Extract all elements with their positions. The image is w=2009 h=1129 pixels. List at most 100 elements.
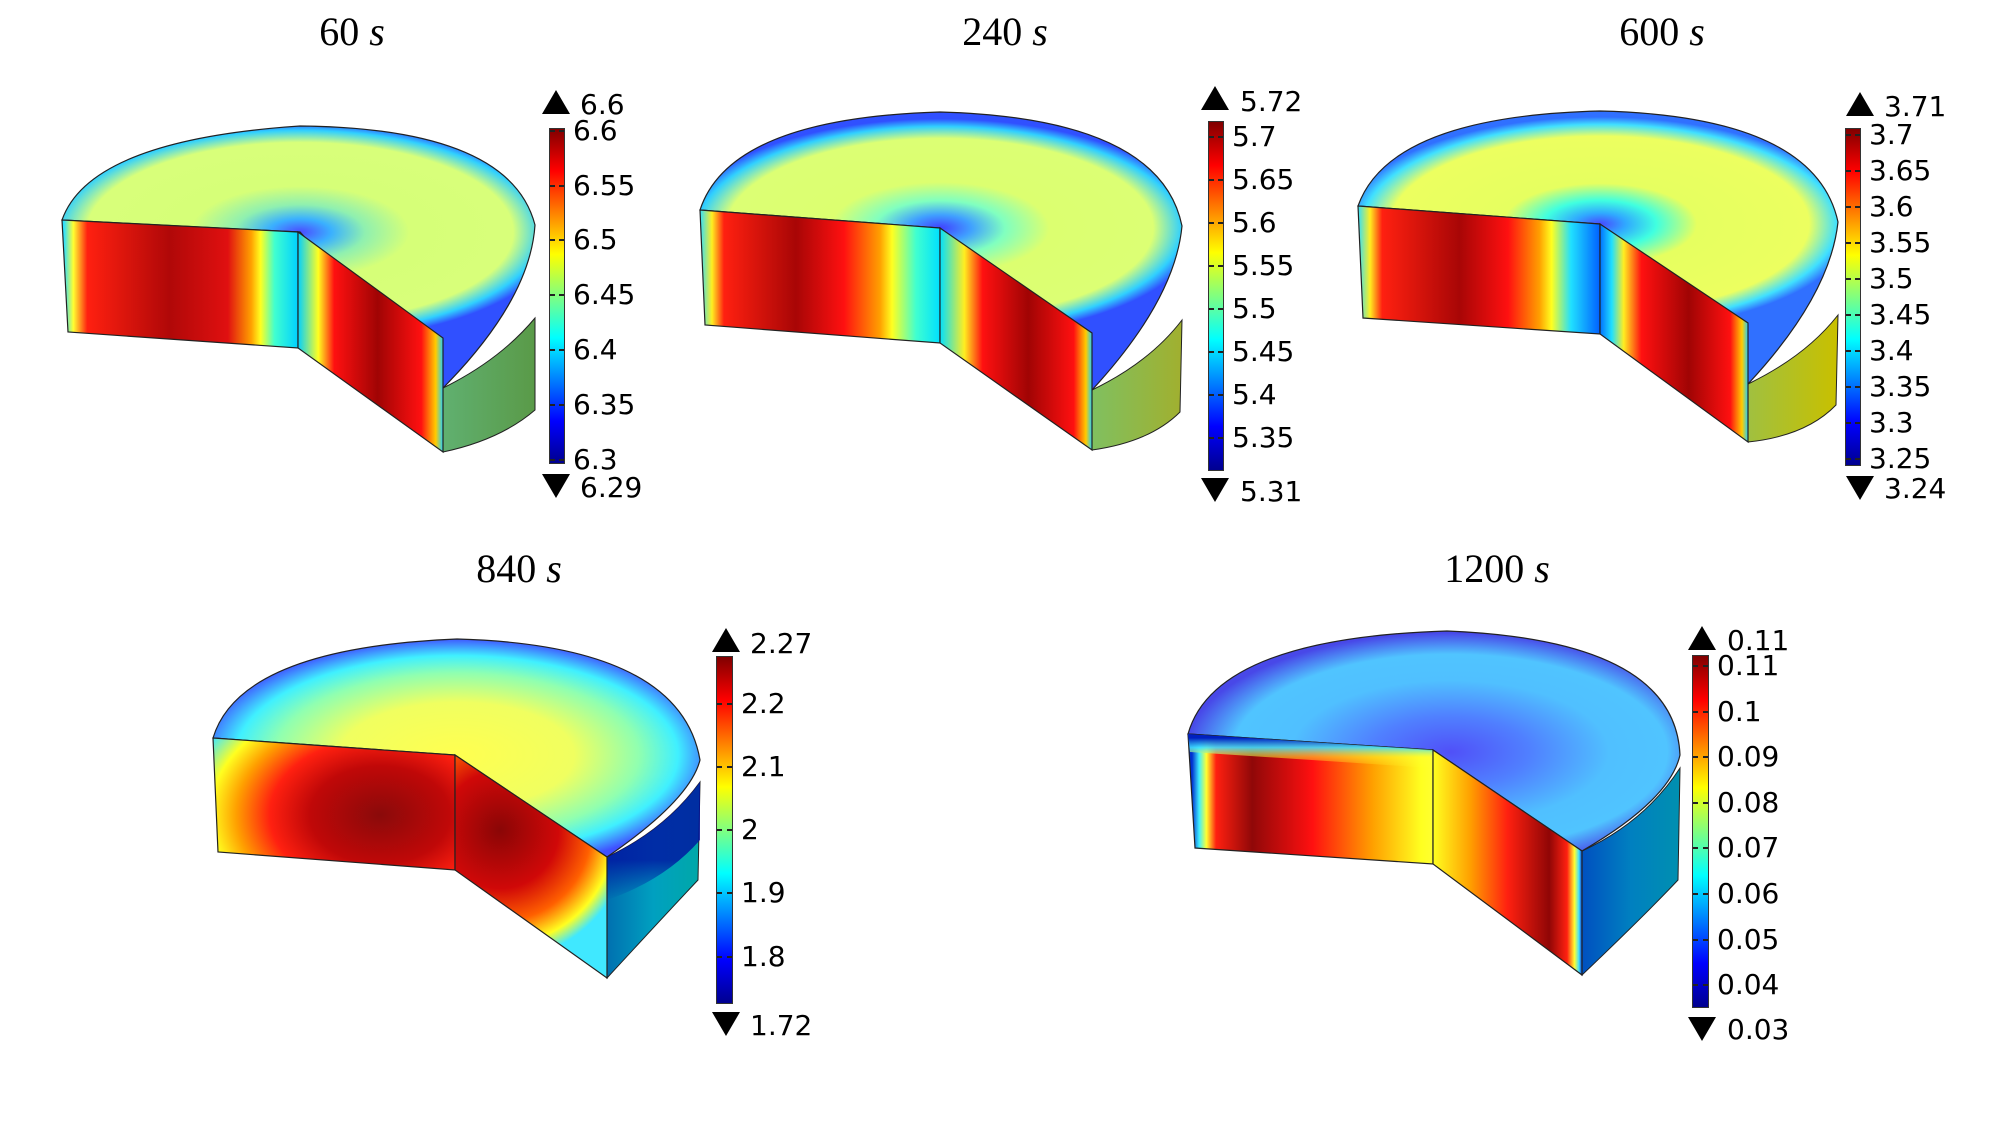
- colorbar-min-label: 3.24: [1884, 472, 1947, 505]
- panel-title: 240 s: [962, 8, 1048, 55]
- colorbar-tick-mark: [1846, 242, 1851, 244]
- colorbar-tick-label: 3.55: [1869, 226, 1932, 259]
- colorbar-tick-label: 6.6: [573, 114, 618, 147]
- title-time-unit: s: [1534, 546, 1550, 591]
- colorbar-tick-mark: [1209, 437, 1214, 439]
- colorbar-min-label: 6.29: [580, 471, 643, 504]
- title-time-unit: s: [1689, 9, 1705, 54]
- colorbar-tick-label: 6.3: [573, 443, 618, 476]
- colorbar-tick-label: 1.9: [741, 876, 786, 909]
- colorbar-max-label: 3.71: [1884, 90, 1947, 123]
- colorbar-tick-mark: [727, 766, 732, 768]
- colorbar-tick-mark: [717, 956, 722, 958]
- colorbar-tick-mark: [1693, 847, 1698, 849]
- colorbar-tick-label: 0.08: [1717, 786, 1780, 819]
- panel-title: 840 s: [476, 545, 562, 592]
- colorbar-tick-label: 5.6: [1232, 206, 1277, 239]
- min-overflow-arrow-icon: [542, 474, 570, 498]
- colorbar-tick-label: 0.05: [1717, 923, 1780, 956]
- title-time-unit: s: [1032, 9, 1048, 54]
- colorbar-tick-mark: [1703, 711, 1708, 713]
- colorbar-tick-mark: [1855, 458, 1860, 460]
- colorbar-tick-mark: [727, 703, 732, 705]
- colorbar-tick-label: 2: [741, 813, 759, 846]
- colorbar-tick-label: 6.45: [573, 278, 636, 311]
- colorbar-tick-mark: [1693, 665, 1698, 667]
- colorbar-tick-label: 3.65: [1869, 154, 1932, 187]
- colorbar-tick-label: 3.45: [1869, 298, 1932, 331]
- colorbar-tick-mark: [1703, 939, 1708, 941]
- colorbar-max-label: 0.11: [1727, 624, 1790, 657]
- colorbar: [549, 128, 565, 464]
- min-overflow-arrow-icon: [1201, 478, 1229, 502]
- colorbar-tick-mark: [559, 239, 564, 241]
- colorbar-tick-mark: [1703, 984, 1708, 986]
- max-overflow-arrow-icon: [1201, 86, 1229, 110]
- colorbar: [716, 656, 733, 1004]
- colorbar: [1692, 655, 1709, 1008]
- colorbar-tick-mark: [1209, 394, 1214, 396]
- colorbar-tick-label: 0.09: [1717, 740, 1780, 773]
- colorbar-tick-label: 3.25: [1869, 442, 1932, 475]
- colorbar-tick-mark: [1846, 422, 1851, 424]
- colorbar-tick-mark: [550, 404, 555, 406]
- colorbar-tick-mark: [727, 956, 732, 958]
- colorbar-tick-mark: [1209, 308, 1214, 310]
- colorbar-tick-label: 2.2: [741, 687, 786, 720]
- title-time-unit: s: [369, 9, 385, 54]
- colorbar-tick-label: 3.3: [1869, 406, 1914, 439]
- colorbar-tick-mark: [1218, 265, 1223, 267]
- colorbar-tick-mark: [1703, 665, 1708, 667]
- panel-title: 1200 s: [1444, 545, 1550, 592]
- colorbar-tick-mark: [550, 185, 555, 187]
- colorbar-tick-mark: [1693, 802, 1698, 804]
- colorbar-tick-mark: [1846, 458, 1851, 460]
- colorbar-tick-label: 0.07: [1717, 831, 1780, 864]
- colorbar-tick-mark: [1218, 179, 1223, 181]
- panel-title: 60 s: [319, 8, 385, 55]
- colorbar-max-label: 5.72: [1240, 85, 1303, 118]
- colorbar-tick-mark: [1855, 350, 1860, 352]
- colorbar-tick-label: 2.1: [741, 750, 786, 783]
- colorbar-tick-mark: [1855, 242, 1860, 244]
- colorbar-tick-mark: [1855, 386, 1860, 388]
- colorbar-tick-mark: [1846, 134, 1851, 136]
- colorbar-tick-label: 6.5: [573, 223, 618, 256]
- colorbar-tick-mark: [559, 459, 564, 461]
- colorbar-tick-mark: [1846, 278, 1851, 280]
- colorbar-tick-label: 5.45: [1232, 335, 1295, 368]
- colorbar-tick-label: 6.55: [573, 169, 636, 202]
- colorbar-tick-mark: [1693, 711, 1698, 713]
- min-overflow-arrow-icon: [1846, 476, 1874, 500]
- colorbar-tick-mark: [1693, 893, 1698, 895]
- colorbar-max-label: 6.6: [580, 88, 625, 121]
- colorbar-max-label: 2.27: [750, 627, 813, 660]
- colorbar-tick-mark: [559, 130, 564, 132]
- colorbar-tick-mark: [550, 239, 555, 241]
- colorbar-tick-mark: [559, 349, 564, 351]
- colorbar-tick-label: 3.4: [1869, 334, 1914, 367]
- colorbar-tick-label: 3.5: [1869, 262, 1914, 295]
- colorbar-tick-label: 3.7: [1869, 118, 1914, 151]
- colorbar: [1845, 128, 1861, 466]
- colorbar-tick-label: 6.4: [573, 333, 618, 366]
- title-time-unit: s: [546, 546, 562, 591]
- max-overflow-arrow-icon: [542, 90, 570, 114]
- colorbar-tick-label: 5.5: [1232, 292, 1277, 325]
- colorbar-tick-mark: [1855, 206, 1860, 208]
- colorbar-min-label: 5.31: [1240, 475, 1303, 508]
- title-time-value: 600: [1619, 9, 1680, 54]
- panel-title: 600 s: [1619, 8, 1705, 55]
- colorbar-tick-mark: [1218, 394, 1223, 396]
- colorbar-tick-mark: [1703, 756, 1708, 758]
- colorbar-tick-label: 0.1: [1717, 695, 1762, 728]
- colorbar-tick-mark: [717, 703, 722, 705]
- min-overflow-arrow-icon: [1688, 1017, 1716, 1041]
- colorbar-tick-mark: [1846, 314, 1851, 316]
- colorbar-tick-mark: [1855, 314, 1860, 316]
- colorbar-tick-mark: [1218, 308, 1223, 310]
- colorbar-min-label: 0.03: [1727, 1013, 1790, 1046]
